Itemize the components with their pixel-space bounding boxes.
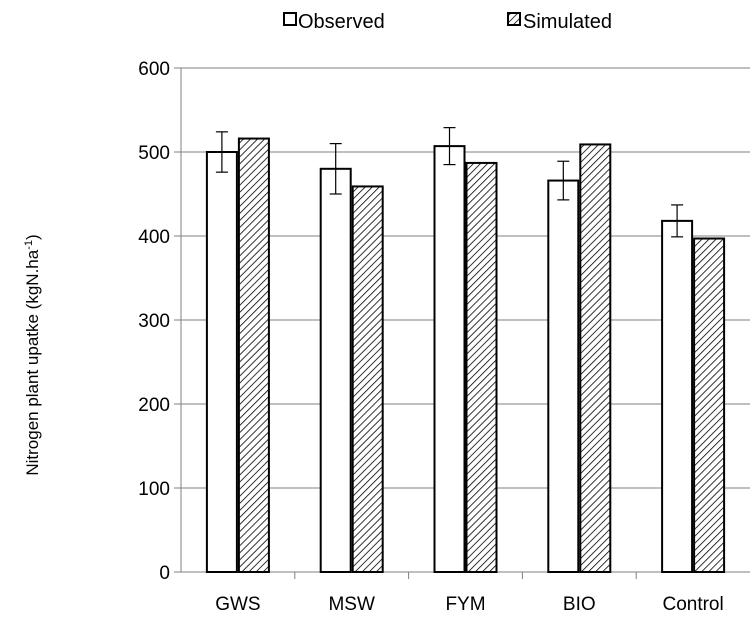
x-tick-label-bio: BIO (563, 594, 596, 615)
y-tick-label: 0 (159, 563, 170, 584)
x-tick-label-control: Control (662, 594, 723, 615)
y-axis-title: Nitrogen plant upatke (kgN.ha-1) (23, 234, 42, 475)
y-tick-labels: 0 100 200 300 400 500 600 (138, 59, 170, 584)
y-tick-label: 400 (138, 227, 170, 248)
bar-simulated-gws (237, 137, 270, 573)
bar-simulated-control (693, 237, 726, 574)
bar-simulated-msw (351, 185, 384, 573)
x-tick-label-gws: GWS (215, 594, 260, 615)
y-tick-label: 100 (138, 479, 170, 500)
bar-observed-msw (319, 167, 352, 574)
bar-simulated-fym (465, 161, 498, 573)
x-tick-label-msw: MSW (328, 594, 375, 615)
bar-observed-gws (205, 151, 238, 573)
x-tick-labels: GWS MSW FYM BIO Control (215, 594, 724, 615)
legend-swatch-simulated (507, 12, 521, 26)
x-tick-label-fym: FYM (445, 594, 485, 615)
y-tick-label: 200 (138, 395, 170, 416)
legend-swatch-observed (283, 12, 297, 26)
bar-observed-fym (433, 145, 466, 573)
y-tick-label: 500 (138, 143, 170, 164)
bar-observed-bio (547, 179, 580, 573)
legend: Observed Simulated (283, 11, 612, 33)
bar-simulated-bio (579, 143, 612, 573)
legend-label-observed: Observed (298, 11, 385, 33)
bar-observed-control (661, 219, 694, 573)
bars (205, 127, 726, 574)
y-tick-label: 600 (138, 59, 170, 80)
y-tick-label: 300 (138, 311, 170, 332)
legend-label-simulated: Simulated (523, 11, 612, 33)
